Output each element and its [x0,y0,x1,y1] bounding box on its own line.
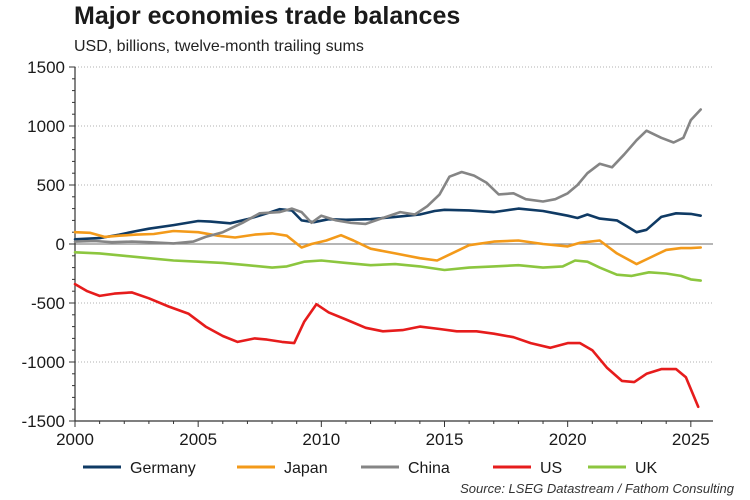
series-line-japan [73,229,702,266]
y-tick-label: 500 [37,176,65,195]
x-tick-label: 2010 [302,430,340,449]
y-tick-label: 0 [56,235,65,254]
legend-label-china: China [408,460,450,477]
series-line-china [73,108,702,245]
x-tick-label: 2005 [179,430,217,449]
x-tick-label: 2015 [426,430,464,449]
y-tick-label: -1500 [22,412,65,431]
y-tick-label: -1000 [22,353,65,372]
chart-title: Major economies trade balances [74,2,461,30]
legend: Germany Japan China US UK [83,460,658,477]
x-tick-label: 2000 [56,430,94,449]
axes [69,66,713,427]
series-line-us [73,282,700,409]
legend-label-japan: Japan [284,460,328,477]
source-note: Source: LSEG Datastream / Fathom Consult… [460,481,734,496]
legend-label-us: US [540,460,562,477]
chart-subtitle: USD, billions, twelve-month trailing sum… [74,38,364,55]
gridlines [75,66,713,363]
legend-label-germany: Germany [130,460,196,477]
y-tick-label: 1000 [27,117,65,136]
x-tick-label: 2020 [549,430,587,449]
y-tick-label: -500 [31,294,65,313]
legend-label-uk: UK [635,460,658,477]
x-tick-label: 2025 [672,430,710,449]
y-tick-label: 1500 [27,58,65,77]
series-line-uk [73,251,702,282]
series-lines [73,108,702,409]
series-line-germany [73,207,702,241]
